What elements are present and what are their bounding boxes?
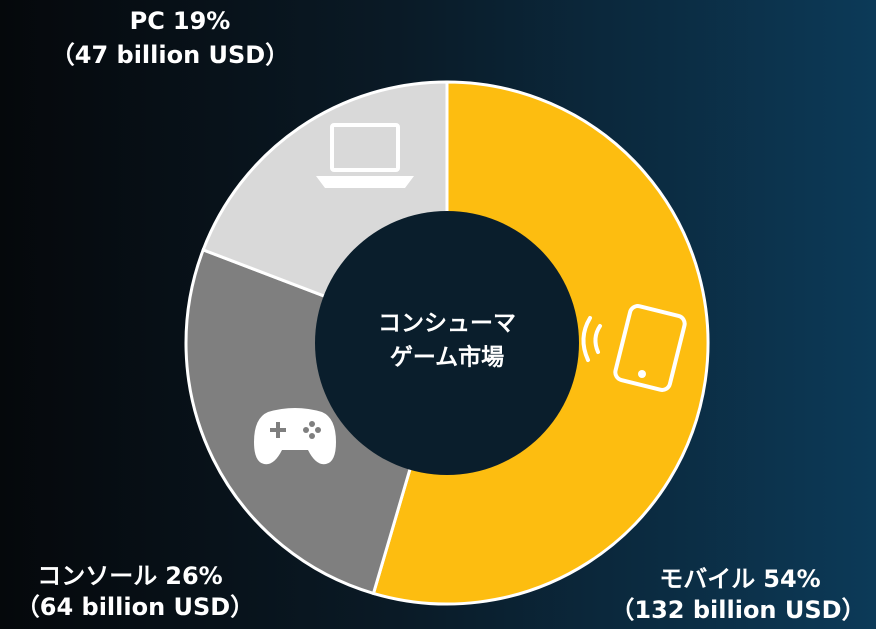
amount-label: （47 billion USD）: [51, 41, 289, 69]
slice-label: PC 19%: [130, 7, 231, 35]
center-label: ゲーム市場: [390, 344, 504, 371]
category-label: コンソール: [37, 562, 157, 590]
amount-label: （132 billion USD）: [610, 596, 865, 624]
phone-icon: [581, 304, 687, 392]
donut-hole: [315, 211, 579, 475]
value-label: 19%: [173, 7, 230, 35]
gamepad-icon: [254, 408, 336, 465]
laptop-icon: [316, 123, 414, 188]
value-label: 54%: [763, 565, 820, 593]
category-label: PC: [130, 7, 165, 35]
category-label: モバイル: [659, 565, 755, 593]
slice-label: モバイル 54%: [659, 565, 820, 593]
value-label: 26%: [165, 562, 222, 590]
slice-label: コンソール 26%: [37, 562, 222, 590]
center-label: コンシューマ: [378, 311, 516, 337]
amount-label: （64 billion USD）: [16, 593, 254, 621]
